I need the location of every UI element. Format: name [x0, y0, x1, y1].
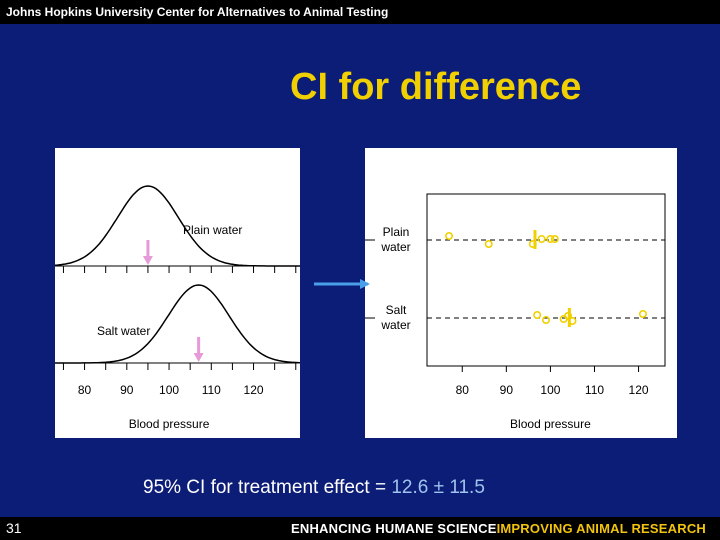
- sample-panel: Plain water Salt water 80 90 100 110 120 Blood pr…: [365, 148, 677, 438]
- group-label: water: [380, 240, 410, 254]
- header-bar: Johns Hopkins University Center for Alte…: [0, 0, 720, 24]
- data-point: [537, 235, 546, 244]
- data-point: [550, 235, 559, 244]
- plot-area: [55, 148, 300, 438]
- data-point: [533, 311, 542, 320]
- group-label: water: [380, 318, 410, 332]
- tick-label: 80: [78, 383, 92, 397]
- left-chart-title: BP of all possible mice: [68, 157, 259, 178]
- footer-bar: 31 ENHANCING HUMANE SCIENCEIMPROVING ANI…: [0, 517, 720, 540]
- data-point: [484, 240, 493, 249]
- data-point: [542, 316, 551, 325]
- population-curves-chart: Plain water Salt water 80 90 100 110 120 Blood …: [54, 148, 301, 438]
- group-label: Plain: [383, 225, 410, 239]
- series-label: Salt water: [97, 324, 150, 338]
- mean-arrow-head: [193, 353, 204, 362]
- plot-frame: [426, 193, 666, 367]
- tick-label: 110: [202, 383, 221, 397]
- group-label: Salt: [386, 303, 407, 317]
- header-text: Johns Hopkins University Center for Alte…: [6, 5, 389, 19]
- tick-label: 80: [456, 383, 470, 397]
- footer-text-a: ENHANCING HUMANE SCIENCE: [291, 521, 497, 536]
- tick-label: 90: [120, 383, 134, 397]
- x-axis-label: Blood pressure: [129, 417, 210, 431]
- tick-label: 110: [585, 383, 604, 397]
- series-label: Plain water: [183, 223, 242, 237]
- data-point: [445, 232, 454, 241]
- right-chart-title: BP of 6 mice per group: [440, 157, 634, 178]
- footer-tagline: ENHANCING HUMANE SCIENCEIMPROVING ANIMAL…: [291, 521, 706, 536]
- ci-caption: 95% CI for treatment effect = 12.6 ± 11.…: [143, 477, 485, 499]
- data-point: [546, 235, 555, 244]
- slide-title: CI for difference: [290, 66, 582, 108]
- tick-label: 100: [540, 383, 560, 397]
- connector-arrow: [314, 279, 370, 289]
- population-panel: Plain water Salt water 80 90 100 110 120 Blood …: [54, 148, 301, 438]
- tick-label: 100: [159, 383, 179, 397]
- mean-arrow-head: [142, 256, 153, 265]
- footer-text-b: IMPROVING ANIMAL RESEARCH: [496, 521, 706, 536]
- data-point: [638, 310, 647, 319]
- x-axis-label: Blood pressure: [510, 417, 591, 431]
- tick-label: 120: [244, 383, 264, 397]
- ci-caption-label: 95% CI for treatment effect =: [143, 477, 387, 498]
- tick-label: 120: [629, 383, 649, 397]
- slide-number: 31: [6, 520, 22, 536]
- tick-label: 90: [500, 383, 514, 397]
- plot-area: [365, 148, 677, 438]
- ci-caption-value: 12.6 ± 11.5: [391, 477, 485, 498]
